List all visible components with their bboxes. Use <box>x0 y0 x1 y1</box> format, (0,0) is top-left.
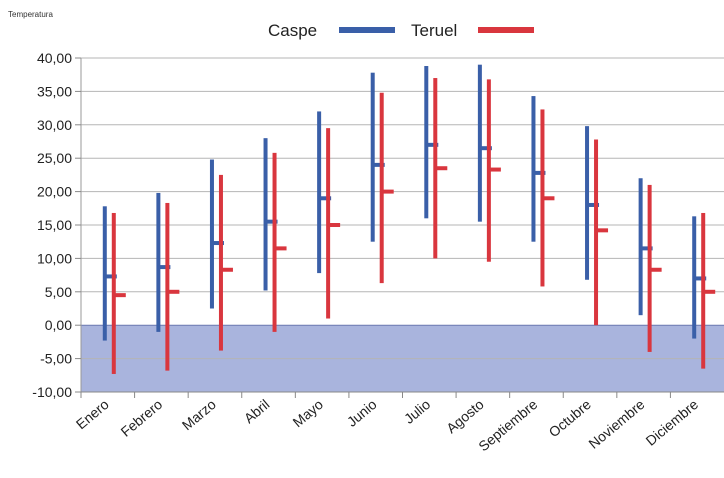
teruel-mean-marker <box>702 289 716 294</box>
y-tick-label: 40,00 <box>37 50 72 66</box>
x-tick-label: Noviembre <box>585 396 647 452</box>
x-tick-label: Diciembre <box>643 396 702 449</box>
caspe-mean-marker <box>210 241 224 246</box>
teruel-mean-marker <box>273 246 287 251</box>
caspe-mean-marker <box>693 276 707 281</box>
teruel-range-bar <box>594 139 599 326</box>
y-tick-label: -5,00 <box>40 351 72 367</box>
caspe-mean-marker <box>425 142 439 147</box>
caspe-range-bar <box>102 206 107 341</box>
range-bars <box>102 64 716 374</box>
caspe-range-bar <box>370 72 375 242</box>
y-tick-label: 5,00 <box>45 284 72 300</box>
teruel-range-bar <box>272 152 277 332</box>
caspe-mean-marker <box>639 246 653 251</box>
y-tick-label: 35,00 <box>37 83 72 99</box>
y-axis-ticks: -10,00 -5,00 0,00 5,00 10,00 15,00 20,00 25,00 3… <box>32 50 81 400</box>
caspe-mean-marker <box>318 196 332 201</box>
caspe-range-bar <box>477 64 482 222</box>
y-tick-label: 15,00 <box>37 217 72 233</box>
caspe-mean-marker <box>103 274 117 279</box>
caspe-mean-marker <box>532 170 546 175</box>
caspe-range-bar <box>531 96 536 242</box>
x-tick-label: Enero <box>73 396 112 432</box>
y-tick-label: 20,00 <box>37 184 72 200</box>
teruel-range-bar <box>218 174 223 351</box>
teruel-mean-marker <box>327 223 341 227</box>
caspe-mean-marker <box>371 162 385 167</box>
teruel-mean-marker <box>380 189 394 194</box>
teruel-mean-marker <box>541 196 555 201</box>
x-axis-ticks: Enero Febrero Marzo Abril Mayo Junio Julio Agos… <box>73 391 724 454</box>
x-tick-label: Marzo <box>179 396 219 433</box>
y-tick-label: 25,00 <box>37 150 72 166</box>
legend: Caspe Teruel <box>268 21 534 40</box>
caspe-range-bar <box>263 138 268 291</box>
x-tick-label: Abril <box>241 396 273 426</box>
grid-lines <box>80 57 724 393</box>
caspe-range-bar <box>156 192 161 332</box>
x-tick-label: Mayo <box>290 396 327 430</box>
x-tick-label: Agosto <box>443 396 487 436</box>
caspe-range-bar <box>317 111 322 274</box>
teruel-mean-marker <box>112 293 126 298</box>
caspe-range-bar <box>209 159 214 309</box>
legend-swatch <box>339 27 395 33</box>
caspe-range-bar <box>424 66 429 219</box>
legend-label: Caspe <box>268 21 317 40</box>
x-tick-label: Octubre <box>546 396 595 440</box>
teruel-mean-marker <box>595 228 609 233</box>
caspe-mean-marker <box>478 146 492 151</box>
x-tick-label: Julio <box>401 396 434 427</box>
y-tick-label: 10,00 <box>37 250 72 266</box>
caspe-range-bar <box>585 126 590 280</box>
teruel-mean-marker <box>648 267 662 272</box>
y-tick-label: 0,00 <box>45 317 72 333</box>
x-tick-label: Febrero <box>117 396 165 440</box>
y-tick-label: -10,00 <box>32 384 72 400</box>
y-tick-label: 30,00 <box>37 117 72 133</box>
x-tick-label: Septiembre <box>475 396 540 454</box>
caspe-mean-marker <box>586 202 600 207</box>
teruel-range-bar <box>165 202 170 371</box>
teruel-range-bar <box>379 92 384 284</box>
teruel-mean-marker <box>166 289 180 294</box>
legend-swatch <box>478 27 534 33</box>
caspe-mean-marker <box>157 265 171 270</box>
teruel-mean-marker <box>219 267 233 272</box>
legend-label: Teruel <box>411 21 457 40</box>
teruel-mean-marker <box>487 167 501 172</box>
teruel-mean-marker <box>434 166 448 171</box>
y-axis-label: Temperatura <box>8 10 53 19</box>
caspe-mean-marker <box>264 219 278 224</box>
x-tick-label: Junio <box>344 396 380 430</box>
